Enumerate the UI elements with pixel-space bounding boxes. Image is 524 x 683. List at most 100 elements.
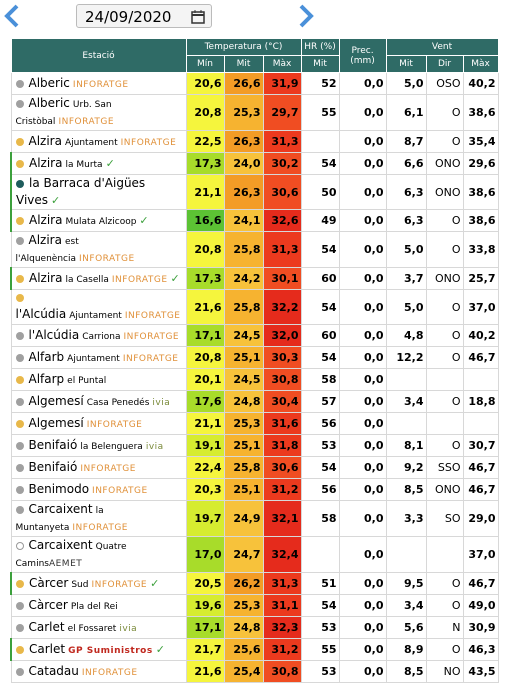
status-dot — [15, 667, 24, 676]
status-dot — [16, 180, 24, 188]
station-cell: Alzira Ajuntament INFORATGE — [10, 130, 187, 153]
value-cell — [300, 130, 340, 153]
toolbar: 24/09/2020 — [0, 0, 524, 32]
value-cell: 29,0 — [462, 500, 499, 537]
value-cell: 5,0 — [385, 72, 427, 95]
status-dot — [16, 274, 24, 283]
value-cell: 30,2 — [262, 152, 302, 175]
value-cell: 33,8 — [462, 231, 499, 268]
value-cell: 22,4 — [185, 456, 225, 479]
value-cell — [462, 412, 499, 435]
value-cell: 8,5 — [385, 478, 427, 501]
subcol-header: Mit — [385, 55, 427, 73]
value-cell: 24,9 — [223, 500, 264, 537]
prev-arrow[interactable] — [2, 3, 22, 29]
value-cell: 0,0 — [338, 72, 387, 95]
check-icon: ✓ — [150, 576, 160, 590]
station-name: Benifaió — [28, 437, 78, 452]
station-sub: el Puntal — [67, 375, 107, 386]
station-sub: Ajuntament — [64, 137, 118, 148]
value-cell: 0,0 — [338, 231, 387, 268]
value-cell: 17,1 — [185, 324, 225, 347]
value-cell: 31,9 — [262, 72, 302, 95]
value-cell: 0,0 — [338, 594, 387, 617]
value-cell: 58 — [300, 368, 340, 391]
table-row: la Barraca d'Aigües Vives ✓ 21,1 26,3 30,6 50… — [10, 174, 499, 210]
value-cell: 22,5 — [185, 130, 225, 153]
station-cell: Alberic Urb. San Cristòbal INFORATGE — [10, 94, 187, 131]
value-cell: 31,3 — [262, 130, 302, 153]
value-cell: ONO — [425, 478, 464, 501]
status-dot — [15, 79, 24, 88]
value-cell: 0,0 — [338, 94, 387, 131]
value-cell: 30,7 — [462, 434, 499, 457]
value-cell: 30,6 — [262, 174, 302, 210]
value-cell: 6,1 — [385, 94, 427, 131]
source-tag: INFORATGE — [92, 485, 148, 496]
value-cell: 53 — [300, 616, 340, 639]
subcol-header: Màx — [462, 55, 499, 73]
value-cell: 55 — [300, 94, 340, 131]
data-table: Estació Temperatura (°C) HR (%) Prec. (mm) V… — [10, 38, 499, 683]
station-name: Alfarb — [28, 349, 65, 364]
station-name: la Barraca d'Aigües Vives — [16, 176, 146, 207]
value-cell: 31,1 — [262, 594, 302, 617]
source-tag: INFORATGE — [111, 274, 168, 285]
value-cell: 20,1 — [185, 368, 225, 391]
value-cell: 0,0 — [338, 267, 387, 290]
station-name: Alberic — [28, 96, 70, 110]
table-row: Càrcer Pla del Rei 19,6 25,3 31,1 54 0,0 3,4 O 49… — [10, 594, 499, 617]
table-row: Alfarb Ajuntament INFORATGE 20,8 25,1 30,3 54 0… — [10, 346, 499, 369]
value-cell: 25,8 — [223, 289, 264, 325]
station-name: l'Alcúdia — [15, 307, 67, 321]
value-cell: 0,0 — [338, 209, 387, 232]
subcol-header: Màx — [262, 55, 302, 73]
station-cell: Algemesí Casa Penedés ivia — [10, 390, 187, 413]
source-tag: INFORATGE — [91, 579, 148, 590]
value-cell: 25,1 — [223, 434, 264, 457]
station-cell: Alzira Mulata Alzicoop ✓ — [10, 209, 187, 232]
value-cell: 0,0 — [338, 456, 387, 479]
value-cell: 30,8 — [262, 660, 302, 683]
col-header: Temperatura (°C) — [185, 38, 302, 56]
value-cell: 17,3 — [185, 267, 225, 290]
value-cell: O — [425, 130, 464, 153]
station-name: Alzira — [28, 133, 62, 148]
next-arrow[interactable] — [296, 3, 316, 29]
status-dot — [15, 353, 24, 362]
station-sub: Carriona — [82, 331, 121, 342]
value-cell: O — [425, 434, 464, 457]
calendar-icon[interactable] — [191, 9, 205, 24]
col-header: Vent — [385, 38, 499, 56]
status-dot — [15, 441, 24, 450]
value-cell: 30,3 — [262, 346, 302, 369]
station-name: Algemesí — [28, 393, 84, 408]
value-cell: 31,6 — [262, 412, 302, 435]
value-cell: 0,0 — [338, 434, 387, 457]
value-cell: 0,0 — [338, 412, 387, 435]
value-cell: 35,4 — [462, 130, 499, 153]
check-icon: ✓ — [105, 156, 115, 170]
value-cell: 58 — [300, 500, 340, 537]
date-input[interactable]: 24/09/2020 — [76, 4, 212, 28]
value-cell: 0,0 — [338, 346, 387, 369]
value-cell: 3,4 — [385, 594, 427, 617]
status-dot — [15, 506, 24, 514]
value-cell: 25,3 — [223, 94, 264, 131]
value-cell: 50 — [300, 174, 340, 210]
value-cell: O — [425, 94, 464, 131]
table-row: Càrcer Sud INFORATGE ✓ 20,5 26,2 31,3 51 0,0 9,5 O… — [10, 572, 499, 595]
station-sub: Mulata Alzicoop — [65, 216, 137, 227]
value-cell: 46,7 — [462, 346, 499, 369]
value-cell: 25,4 — [223, 660, 264, 683]
value-cell: 3,4 — [385, 390, 427, 413]
table-row: Catadau INFORATGE 21,6 25,4 30,8 53 0,0 8,5 NO 43… — [10, 660, 499, 683]
value-cell: 25,3 — [223, 412, 264, 435]
station-cell: Càrcer Pla del Rei — [10, 594, 187, 617]
value-cell: 0,0 — [338, 324, 387, 347]
station-sub: Casa Penedés — [86, 397, 150, 408]
check-icon: ✓ — [51, 194, 61, 207]
source-tag: INFORATGE — [124, 311, 181, 321]
value-cell: O — [425, 231, 464, 268]
station-cell: Carcaixent Quatre CaminsAEMET — [10, 536, 187, 573]
